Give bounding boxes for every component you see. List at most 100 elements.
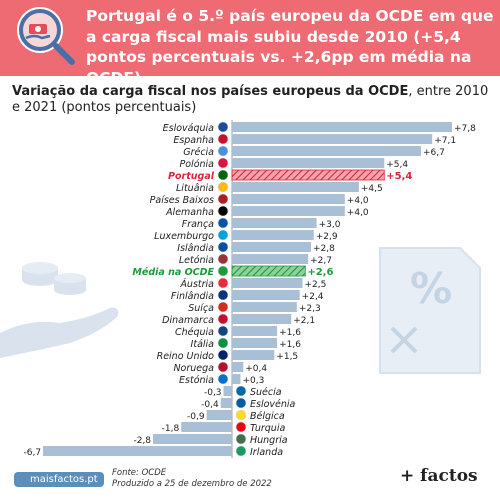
bar-4 xyxy=(231,169,385,181)
website-link[interactable]: maisfactos.pt xyxy=(14,472,104,487)
flag-icon-14 xyxy=(217,289,229,301)
svg-text:%: % xyxy=(410,264,452,313)
bar-9 xyxy=(232,230,314,240)
bar-6 xyxy=(232,194,345,204)
category-label-22: Suécia xyxy=(250,387,282,398)
category-label-12: Média na OCDE xyxy=(132,267,214,278)
category-label-9: Luxemburgo xyxy=(154,231,214,242)
bar-25 xyxy=(181,422,232,432)
flag-icon-10 xyxy=(217,241,229,253)
bar-27 xyxy=(43,446,233,456)
value-label-13: +2,5 xyxy=(305,280,327,290)
bar-19 xyxy=(232,350,275,360)
value-label-11: +2,7 xyxy=(310,256,332,266)
category-label-11: Letónia xyxy=(179,255,214,266)
value-label-23: -0,4 xyxy=(201,400,219,410)
chart-title: Variação da carga fiscal nos países euro… xyxy=(12,84,409,99)
source-text: Fonte: OCDE xyxy=(112,468,167,478)
value-label-14: +2,4 xyxy=(302,292,324,302)
chart-subtitle-rest: , entre 2010 e 2021 (pontos percentuais) xyxy=(12,84,489,115)
value-label-9: +2,9 xyxy=(316,232,338,242)
category-label-15: Suíça xyxy=(188,303,214,314)
flag-icon-18 xyxy=(217,337,229,349)
flag-icon-5 xyxy=(217,181,229,193)
bar-0 xyxy=(232,122,452,132)
bar-14 xyxy=(232,290,300,300)
bar-16 xyxy=(232,314,292,324)
category-label-27: Irlanda xyxy=(250,447,283,458)
value-label-2: +6,7 xyxy=(423,148,445,158)
bar-21 xyxy=(232,374,241,384)
category-label-23: Eslovénia xyxy=(250,399,296,410)
footer-source: Fonte: OCDE Produzido a 25 de dezembro d… xyxy=(112,468,272,490)
category-label-17: Chéquia xyxy=(175,327,214,338)
category-label-24: Bélgica xyxy=(250,411,285,422)
flag-icon-8 xyxy=(217,217,229,229)
flag-icon-20 xyxy=(217,361,229,373)
category-label-2: Grécia xyxy=(183,147,214,158)
flag-icon-13 xyxy=(217,277,229,289)
bar-10 xyxy=(232,242,311,252)
value-label-20: +0,4 xyxy=(245,364,267,374)
flag-icon-11 xyxy=(217,253,229,265)
bar-2 xyxy=(232,146,421,156)
value-label-0: +7,8 xyxy=(454,124,476,134)
bars-group: Eslováquia +7,8 Espanha +7,1 Grécia +6,7 Polón… xyxy=(23,121,476,458)
value-label-15: +2,3 xyxy=(299,304,321,314)
flag-icon-17 xyxy=(217,325,229,337)
brand-logo: + factos xyxy=(400,466,478,486)
flag-icon-4 xyxy=(217,169,229,181)
bar-17 xyxy=(232,326,278,336)
category-label-25: Turquia xyxy=(250,423,285,434)
flag-icon-12 xyxy=(217,265,229,277)
value-label-10: +2,8 xyxy=(313,244,335,254)
value-label-17: +1,6 xyxy=(279,328,301,338)
value-label-22: -0,3 xyxy=(204,388,222,398)
flag-icon-26 xyxy=(235,433,247,445)
category-label-1: Espanha xyxy=(173,135,214,146)
flag-icon-23 xyxy=(235,397,247,409)
bar-11 xyxy=(232,254,309,264)
value-label-26: -2,8 xyxy=(133,436,151,446)
value-label-8: +3,0 xyxy=(319,220,341,230)
flag-icon-6 xyxy=(217,193,229,205)
category-label-26: Hungria xyxy=(250,435,288,446)
value-label-21: +0,3 xyxy=(242,376,264,386)
bar-1 xyxy=(232,134,433,144)
category-label-21: Estónia xyxy=(179,375,214,386)
category-label-8: França xyxy=(182,219,214,230)
category-label-10: Islândia xyxy=(177,243,214,254)
bar-7 xyxy=(232,206,345,216)
bar-13 xyxy=(232,278,303,288)
flag-icon-15 xyxy=(217,301,229,313)
category-label-3: Polónia xyxy=(180,159,215,170)
flag-icon-25 xyxy=(235,421,247,433)
flag-icon-19 xyxy=(217,349,229,361)
value-label-3: +5,4 xyxy=(386,160,408,170)
category-label-7: Alemanha xyxy=(165,207,214,218)
header-banner: Portugal é o 5.º país europeu da OCDE em… xyxy=(0,0,500,87)
value-label-16: +2,1 xyxy=(293,316,315,326)
bar-23 xyxy=(220,398,232,408)
category-label-16: Dinamarca xyxy=(162,315,214,326)
value-label-18: +1,6 xyxy=(279,340,301,350)
flag-icon-2 xyxy=(217,145,229,157)
flag-icon-1 xyxy=(217,133,229,145)
bar-22 xyxy=(223,386,232,396)
value-label-6: +4,0 xyxy=(347,196,369,206)
category-label-18: Itália xyxy=(191,339,215,350)
category-label-0: Eslováquia xyxy=(163,123,215,134)
value-label-5: +4,5 xyxy=(361,184,383,194)
value-label-24: -0,9 xyxy=(187,412,205,422)
category-label-14: Finlândia xyxy=(171,291,214,302)
flag-icon-27 xyxy=(235,445,247,457)
value-label-25: -1,8 xyxy=(162,424,180,434)
date-text: Produzido a 25 de dezembro de 2022 xyxy=(112,479,272,489)
bar-8 xyxy=(232,218,317,228)
document-percent-decor: % xyxy=(379,247,481,374)
flag-icon-3 xyxy=(217,157,229,169)
bar-15 xyxy=(232,302,297,312)
bar-12 xyxy=(231,265,306,277)
bar-chart: % Eslováquia +7,8 Espanha +7,1 Grécia +6,7 Pol… xyxy=(0,120,481,458)
bar-5 xyxy=(232,182,359,192)
